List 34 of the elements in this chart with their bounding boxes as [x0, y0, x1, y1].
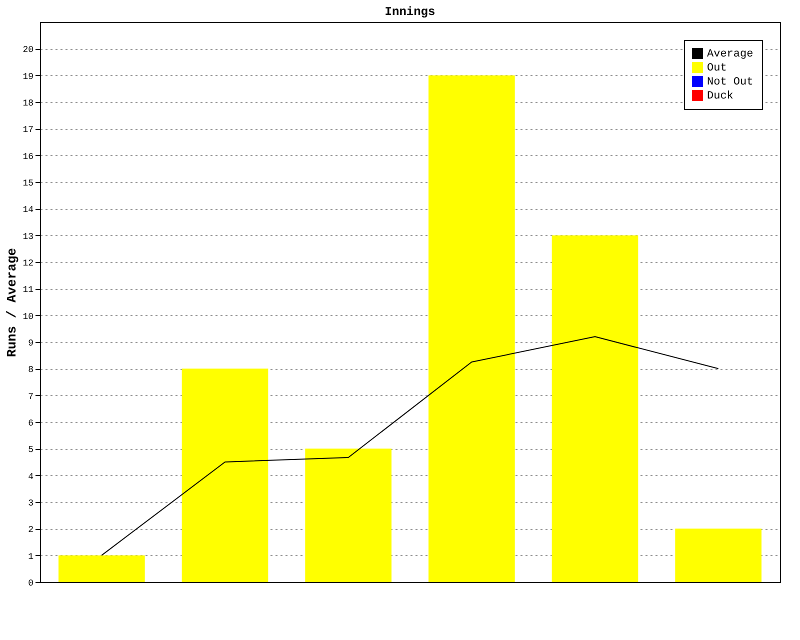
y-tick-label: 12 [22, 258, 34, 268]
chart-title: Innings [384, 5, 436, 19]
y-axis-title: Runs / Average [4, 248, 20, 358]
y-tick-label: 4 [28, 472, 34, 482]
legend-label: Average [707, 48, 754, 60]
y-tick-label: 11 [22, 285, 34, 296]
y-tick-label: 18 [22, 98, 34, 108]
legend-label: Not Out [707, 76, 754, 88]
bar [675, 528, 762, 582]
bar [58, 555, 145, 582]
legend-label: Duck [707, 90, 734, 102]
line-series [101, 336, 719, 556]
y-tick-label: 8 [28, 365, 34, 376]
y-tick-label: 5 [28, 445, 34, 456]
y-tick-label: 17 [22, 125, 34, 136]
y-tick-label: 1 [28, 552, 34, 562]
y-tick-label: 7 [28, 392, 34, 402]
y-tick-label: 9 [28, 338, 34, 348]
y-tick-label: 2 [28, 525, 34, 536]
y-tick-label: 10 [22, 312, 34, 322]
y-tick-label: 14 [22, 205, 34, 216]
bar [182, 368, 268, 582]
bar [305, 448, 392, 582]
legend-label: Out [707, 62, 727, 74]
y-tick-label: 15 [22, 178, 34, 188]
bar [552, 235, 638, 582]
y-tick-label: 20 [22, 45, 34, 56]
y-tick-label: 0 [28, 578, 34, 588]
y-tick-label: 19 [22, 72, 34, 82]
bar [428, 75, 515, 582]
y-tick-label: 3 [28, 498, 34, 508]
y-tick-label: 6 [28, 418, 34, 428]
y-tick-label: 16 [22, 152, 34, 162]
y-tick-label: 13 [22, 232, 34, 242]
